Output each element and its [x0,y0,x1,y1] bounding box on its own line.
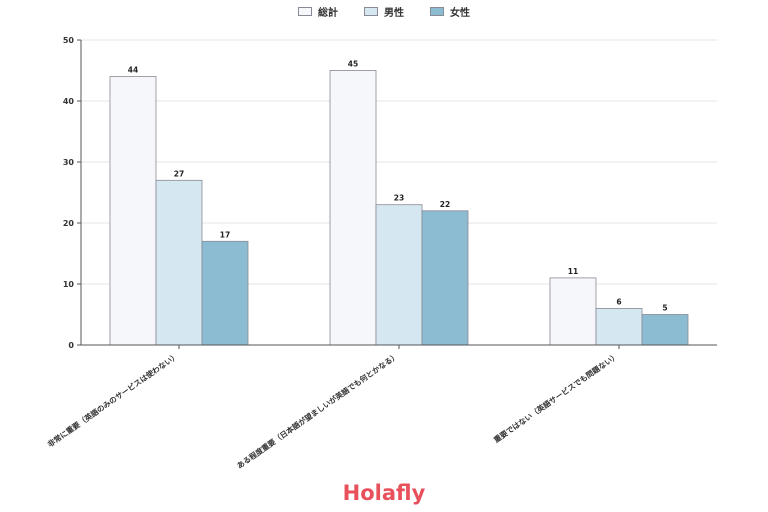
data-label: 22 [440,200,450,209]
bar [201,240,249,346]
bar [641,314,689,346]
x-tick-label: 重要ではない（英語サービスでも問題ない） [492,350,621,444]
x-tick-label: 非常に重要（英語のみのサービスは使わない） [45,350,180,449]
x-tick-label: ある程度重要（日本語が望ましいが英語でも何とかなる） [235,350,400,470]
legend-swatch-total [298,7,312,16]
data-label: 17 [220,230,230,239]
data-label: 6 [616,297,621,306]
data-label: 27 [174,169,184,178]
legend-swatch-male [364,7,378,16]
bar [549,277,597,346]
legend-item-total: 総計 [298,4,338,19]
chart-legend: 総計 男性 女性 [0,4,768,19]
data-label: 5 [662,304,667,313]
bar [109,76,157,346]
y-tick-label: 40 [63,97,75,106]
y-tick-label: 20 [63,219,75,228]
y-tick-label: 10 [63,280,75,289]
legend-item-male: 男性 [364,4,404,19]
data-label: 45 [348,60,358,69]
legend-label-total: 総計 [318,8,338,19]
bar [421,210,469,346]
y-tick-label: 50 [63,36,75,45]
bar [329,70,377,346]
legend-item-female: 女性 [430,4,470,19]
holafly-logo: Holafly [342,481,426,505]
legend-swatch-female [430,7,444,16]
data-label: 44 [128,66,138,75]
legend-label-female: 女性 [450,8,470,19]
y-tick-label: 0 [68,341,74,350]
legend-label-male: 男性 [384,8,404,19]
bar [375,204,423,346]
data-label: 11 [568,267,578,276]
bar [155,179,203,346]
bar [595,307,643,346]
y-tick-label: 30 [63,158,75,167]
data-label: 23 [394,194,404,203]
